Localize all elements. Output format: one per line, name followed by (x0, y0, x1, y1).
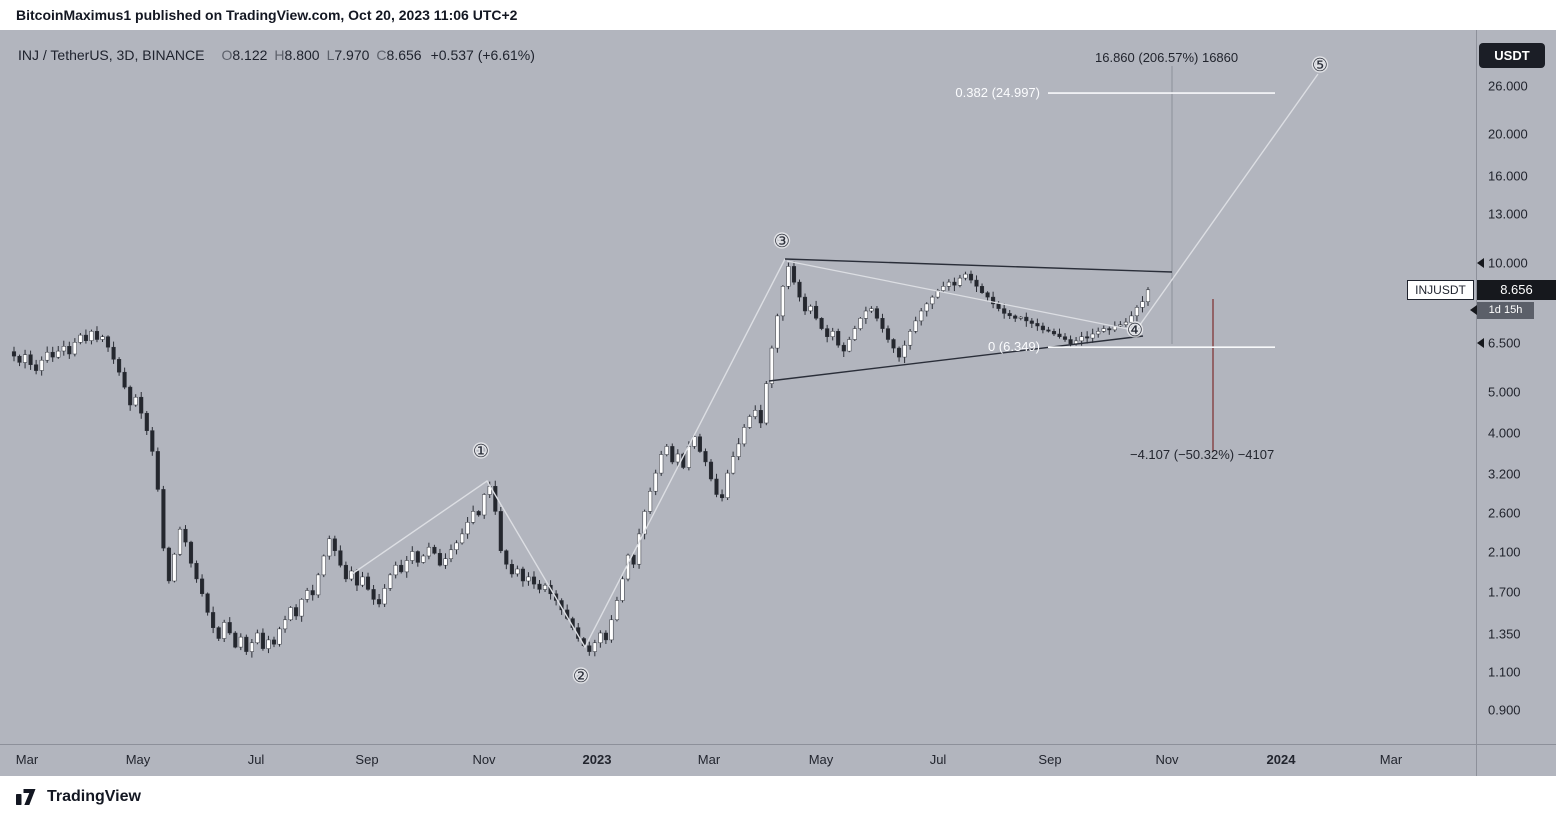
price-axis-label: 0.900 (1488, 702, 1521, 718)
ohlc-high-value: 8.800 (284, 47, 320, 63)
ohlc-high-label: H (274, 47, 285, 63)
time-axis-label: May (808, 752, 834, 767)
price-axis-label: 10.000 (1488, 255, 1528, 271)
symbol-price-flag[interactable]: INJUSDT (1407, 279, 1474, 300)
time-axis[interactable]: Mar May Jul Sep Nov 2023 Mar May Jul Sep Nov 2024 Ma… (0, 745, 1556, 776)
price-axis-label: 2.100 (1488, 544, 1521, 560)
brand-name[interactable]: TradingView (47, 788, 141, 805)
price-axis-label: 6.500 (1488, 335, 1521, 351)
price-axis-label: 2.600 (1488, 505, 1521, 521)
time-axis-year-label: 2024 (1266, 752, 1296, 767)
price-axis-label: 4.000 (1488, 425, 1521, 441)
symbol-legend[interactable]: INJ / TetherUS, 3D, BINANCE O 8.122 H 8.80… (18, 47, 535, 63)
time-axis-year-label: 2023 (582, 752, 612, 767)
price-axis-separator (1476, 30, 1477, 776)
time-axis-label: Jul (247, 752, 265, 767)
wave-label-5[interactable]: ⑤ (1310, 54, 1329, 78)
fib-extension-downside-label[interactable]: −4.107 (−50.32%) −4107 (1130, 447, 1275, 462)
price-axis-label: 26.000 (1488, 78, 1528, 94)
fib-retracement-0382-label[interactable]: 0.382 (24.997) (955, 85, 1040, 101)
time-axis-label: Nov (472, 752, 496, 767)
symbol-title[interactable]: INJ / TetherUS, 3D, BINANCE (18, 47, 205, 63)
time-axis-separator (0, 744, 1556, 745)
price-marker-arrow-icon (1477, 337, 1484, 348)
price-axis-label: 1.350 (1488, 626, 1521, 642)
price-axis-label: 3.200 (1488, 466, 1521, 482)
wave-label-4[interactable]: ④ (1125, 319, 1144, 343)
time-axis-label: May (125, 752, 151, 767)
price-axis-label: 13.000 (1488, 206, 1528, 222)
price-axis-label: 1.700 (1488, 584, 1521, 600)
fib-retracement-0-label[interactable]: 0 (6.349) (987, 339, 1040, 355)
ohlc-low-label: L (326, 47, 335, 63)
publish-bar: BitcoinMaximus1 published on TradingView… (0, 0, 1556, 30)
price-axis-label: 20.000 (1488, 126, 1528, 142)
wave-drawings[interactable]: ① ② ③ ④ ⑤ (351, 54, 1330, 689)
time-axis-label: Mar (1379, 752, 1403, 767)
fib-extension-target-label[interactable]: 16.860 (206.57%) 16860 (1095, 50, 1239, 65)
time-axis-label: Mar (15, 752, 39, 767)
last-price-badge: 8.656 (1477, 279, 1556, 300)
ohlc-close-label: C (376, 47, 387, 63)
ohlc-open-value: 8.122 (232, 47, 268, 63)
wave-label-2[interactable]: ② (571, 665, 590, 689)
price-axis-label: 5.000 (1488, 384, 1521, 400)
wave-label-1[interactable]: ① (471, 440, 490, 464)
price-axis-label: 16.000 (1488, 168, 1528, 184)
time-axis-label: Sep (355, 752, 379, 767)
tradingview-logo-icon[interactable] (14, 785, 38, 809)
footer-bar: TradingView (0, 776, 1556, 818)
candles-series (11, 261, 1151, 658)
publish-text: BitcoinMaximus1 published on TradingView… (16, 7, 518, 23)
time-axis-label: Sep (1038, 752, 1062, 767)
ohlc-close-value: 8.656 (386, 47, 422, 63)
wave-label-3[interactable]: ③ (772, 230, 791, 254)
time-axis-label: Nov (1155, 752, 1179, 767)
price-axis-label: 1.100 (1488, 664, 1521, 680)
time-axis-label: Jul (929, 752, 947, 767)
ohlc-open-label: O (221, 47, 233, 63)
price-marker-arrow-icon (1477, 258, 1484, 268)
price-axis[interactable]: USDT 26.000 20.000 16.000 13.000 10.000 6.500… (1477, 30, 1556, 744)
bar-countdown-badge: 1d 15h (1477, 301, 1534, 319)
ohlc-low-value: 7.970 (334, 47, 370, 63)
currency-toggle-button[interactable]: USDT (1479, 43, 1545, 68)
ohlc-change-value: +0.537 (+6.61%) (430, 47, 535, 63)
time-axis-label: Mar (697, 752, 721, 767)
